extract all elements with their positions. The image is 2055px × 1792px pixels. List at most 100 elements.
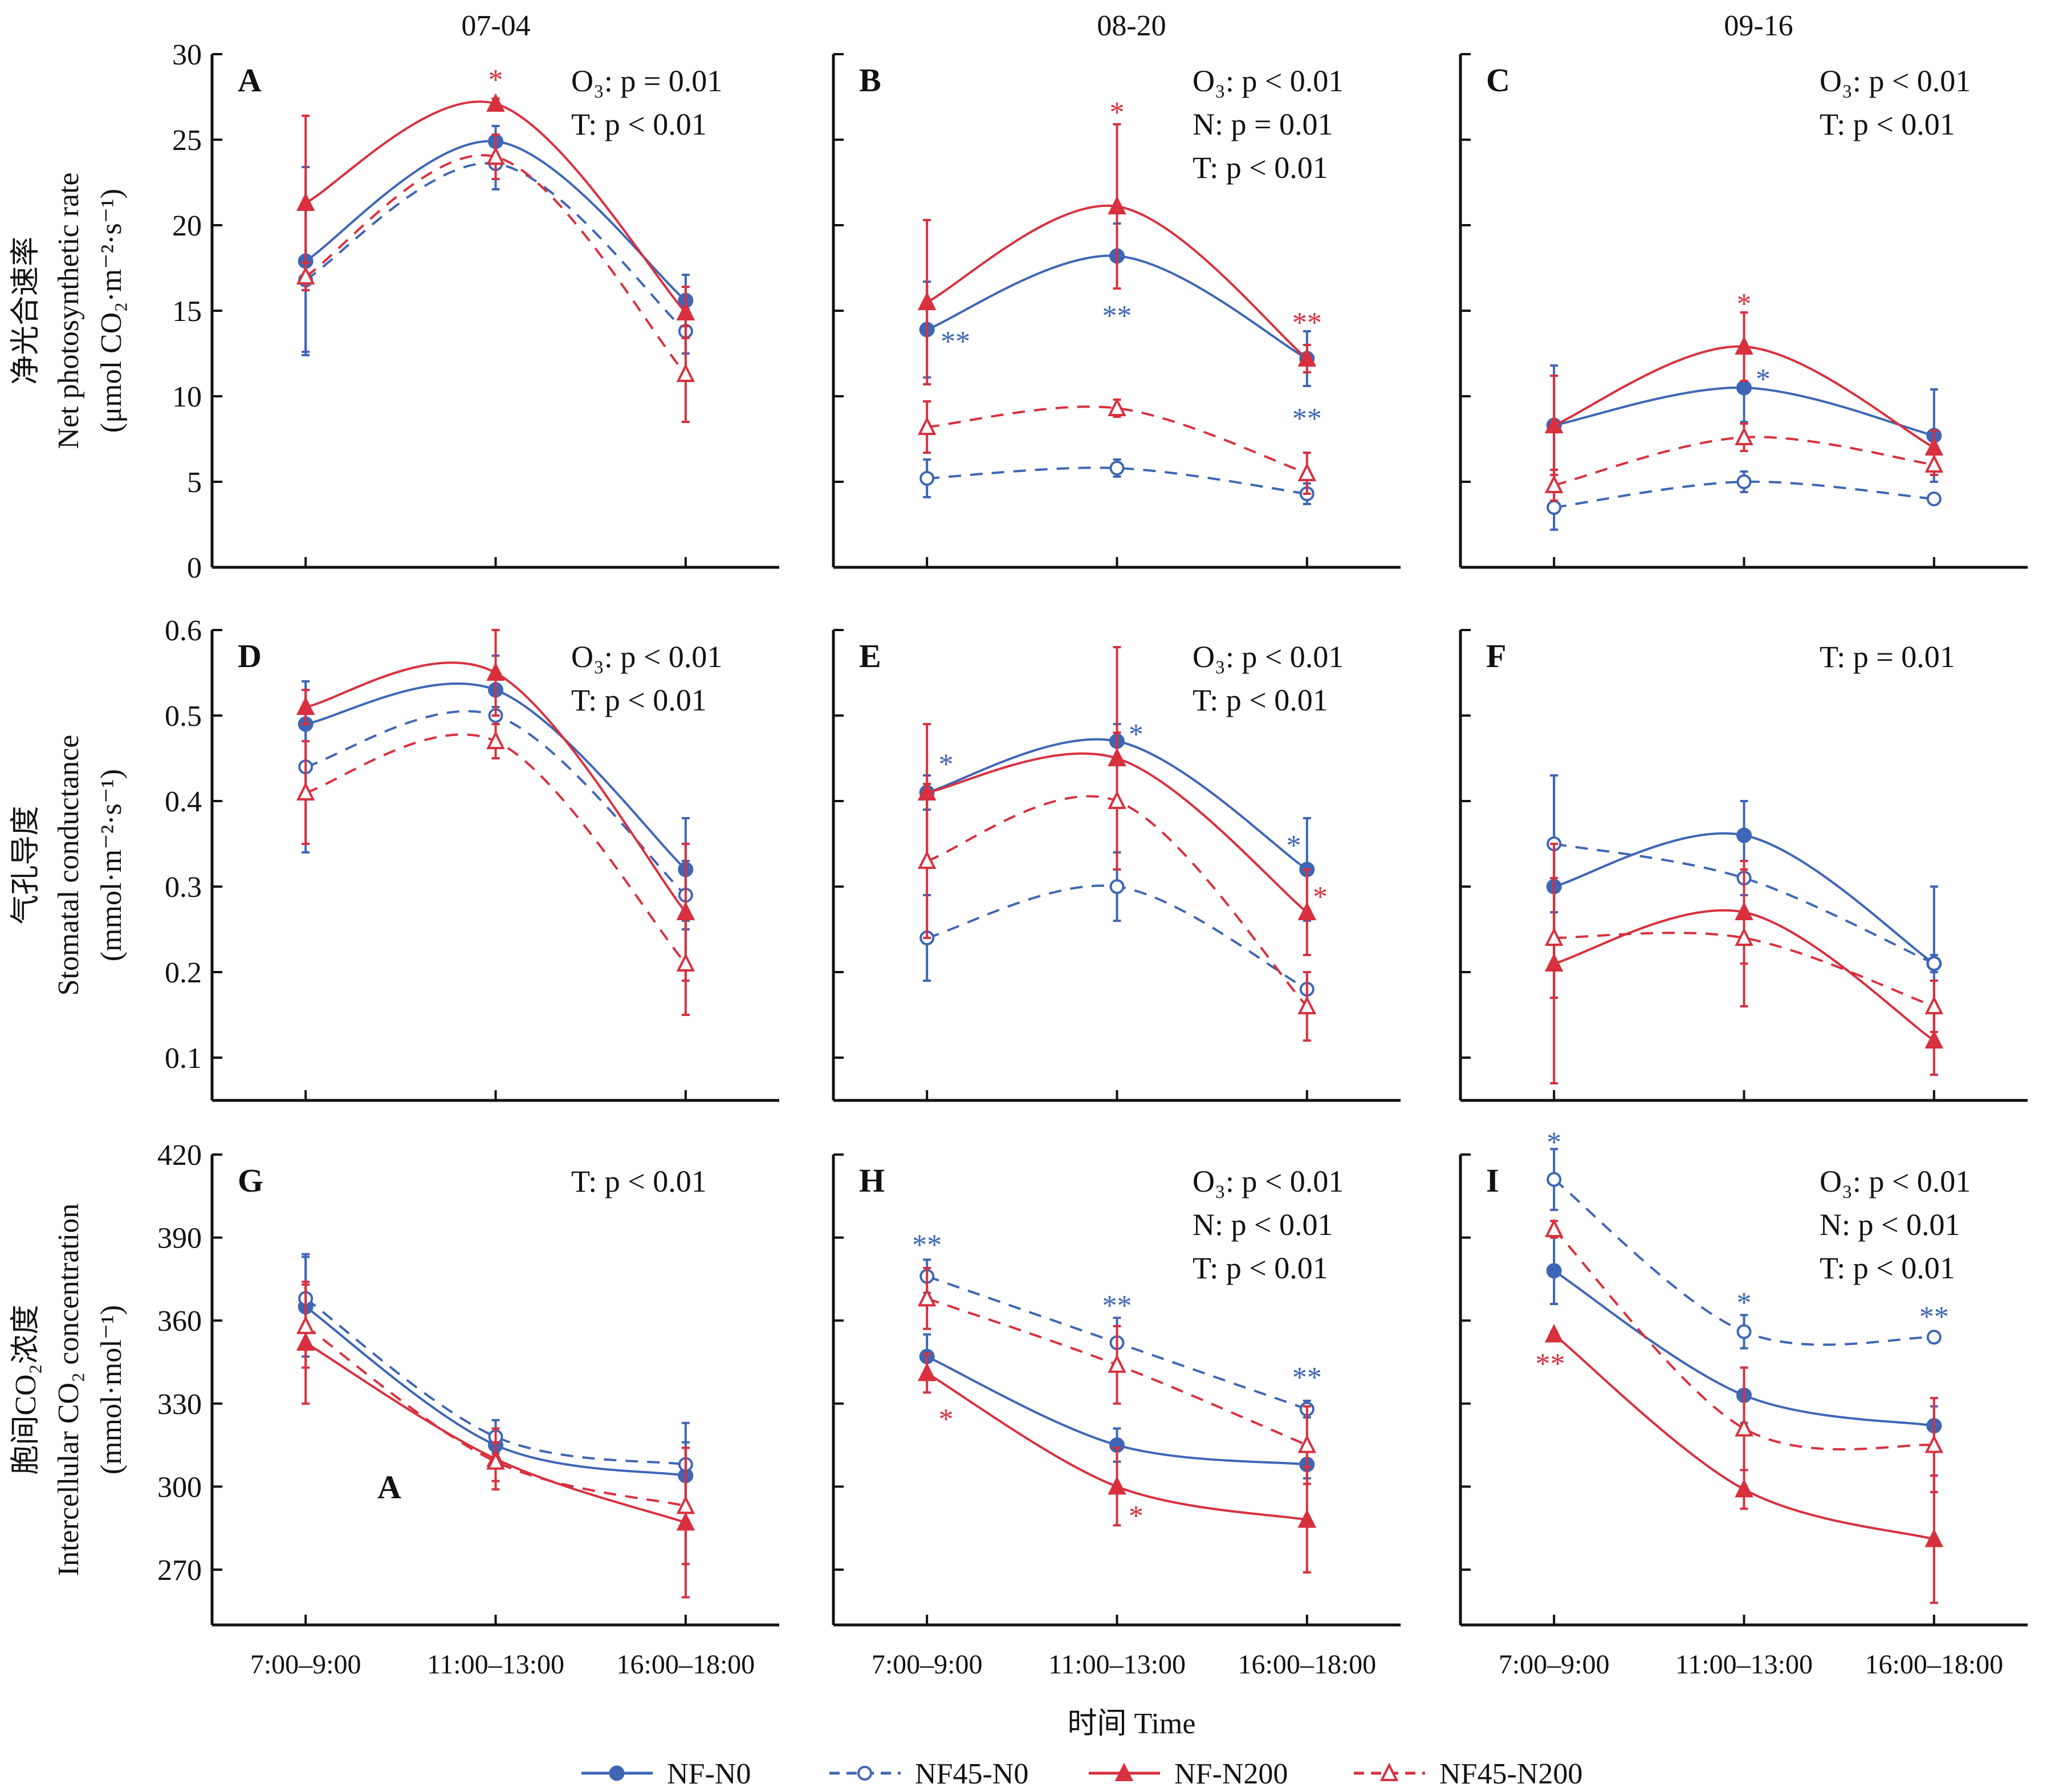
data-point <box>917 850 937 869</box>
y-axis-label: 胞间CO₂浓度 <box>10 1305 42 1474</box>
series-line <box>304 1297 686 1466</box>
data-point <box>1735 927 1753 946</box>
data-point <box>1735 336 1753 355</box>
significance-mark: ** <box>1292 1362 1322 1394</box>
y-axis-label: 气孔导度 <box>10 806 42 924</box>
data-point <box>1924 1030 1944 1049</box>
panel-letter: C <box>1486 62 1510 99</box>
data-point <box>1547 1172 1562 1187</box>
y-tick-label: 30 <box>172 39 202 71</box>
y-tick-label: 20 <box>172 210 202 242</box>
panel-letter: F <box>1486 637 1506 674</box>
y-tick-label: 0.6 <box>165 615 202 647</box>
y-tick-label: 420 <box>157 1139 202 1172</box>
stats-text: T: p < 0.01 <box>1193 683 1328 717</box>
series-line <box>305 1325 686 1507</box>
data-point <box>1297 901 1317 920</box>
data-point <box>1735 426 1753 445</box>
significance-mark: ** <box>1102 1290 1132 1322</box>
significance-mark: * <box>1313 881 1328 913</box>
y-axis-label: 净光合速率 <box>10 237 42 385</box>
data-point <box>1736 474 1752 489</box>
data-point <box>1546 1263 1562 1279</box>
data-point <box>296 192 315 211</box>
series-NF45-N200 <box>917 397 1317 495</box>
panel-letter: I <box>1486 1162 1499 1199</box>
panel-I: 7:00–9:00 11:00–13:00 16:00–18:00 I O₃: p < … <box>1459 1127 2028 1680</box>
data-point <box>1108 196 1126 214</box>
series-line <box>305 733 687 965</box>
data-point <box>1924 1435 1944 1453</box>
legend-marker <box>609 1765 625 1781</box>
stats-text: T: p < 0.01 <box>571 683 707 717</box>
y-axis-label: Intercellular CO₂ concentration <box>52 1204 85 1576</box>
data-point <box>676 363 695 382</box>
data-point <box>1297 1435 1317 1453</box>
data-point <box>1924 437 1944 456</box>
series-NF-N200 <box>296 1281 695 1599</box>
data-point <box>1926 491 1942 506</box>
series-NF45-N200 <box>296 723 695 1016</box>
significance-mark: * <box>1129 1500 1144 1533</box>
series-NF45-N200 <box>917 732 1317 1042</box>
legend-item-NF45-N200: NF45-N200 <box>1354 1758 1582 1790</box>
y-tick-label: 15 <box>172 295 202 328</box>
panel-letter: A <box>238 62 262 99</box>
x-tick-label: 16:00–18:00 <box>1865 1649 2003 1680</box>
data-point <box>1926 1330 1942 1345</box>
y-axis-label: (μmol CO₂·m⁻²·s⁻¹) <box>95 189 128 433</box>
data-point <box>919 471 935 486</box>
significance-mark: * <box>489 64 503 96</box>
y-tick-label: 0.4 <box>165 786 202 818</box>
significance-mark: * <box>1737 288 1752 320</box>
data-point <box>1924 995 1944 1014</box>
y-axis-label: Stomatal conductance <box>52 735 85 996</box>
data-point <box>1736 380 1752 396</box>
legend-item-NF-N200: NF-N200 <box>1089 1758 1288 1790</box>
significance-mark: * <box>1286 830 1301 862</box>
significance-mark: ** <box>1536 1348 1565 1380</box>
data-point <box>486 146 505 165</box>
series-line <box>305 154 687 375</box>
panel-D: 0.1 0.2 0.3 0.4 0.5 0.6 D O₃: p < 0.01 T: p < 0.… <box>165 615 779 1102</box>
series-NF45-N0 <box>919 851 1315 1007</box>
data-point <box>1108 1476 1126 1495</box>
panel-H: 7:00–9:00 11:00–13:00 16:00–18:00 H O₃: p < … <box>832 1153 1401 1680</box>
y-tick-label: 300 <box>157 1471 202 1504</box>
data-point <box>676 1495 695 1514</box>
y-tick-label: 360 <box>157 1305 202 1338</box>
y-axis-label: Net photosynthetic rate <box>52 172 85 449</box>
y-axis-label: (mmol·mol⁻¹) <box>95 1305 128 1474</box>
legend-label: NF45-N200 <box>1439 1758 1582 1790</box>
stats-text: T: p < 0.01 <box>571 107 707 141</box>
x-tick-label: 7:00–9:00 <box>1499 1649 1610 1680</box>
y-tick-label: 10 <box>172 381 202 413</box>
stats-text: N: p < 0.01 <box>1820 1208 1960 1242</box>
series-NF45-N200 <box>917 1266 1317 1485</box>
panels: 0 5 10 15 20 25 30 A O₃: p = 0.01 T: p < 0.01 * B O₃… <box>157 39 2028 1680</box>
panel-E: E O₃: p < 0.01 T: p < 0.01 * * * * <box>832 629 1401 1102</box>
significance-mark: ** <box>1292 403 1322 435</box>
significance-mark: * <box>1129 718 1144 751</box>
data-point <box>486 730 505 749</box>
significance-mark: * <box>1737 1287 1752 1319</box>
y-tick-label: 0.1 <box>165 1042 202 1075</box>
series-NF45-N0 <box>919 458 1315 505</box>
data-point <box>917 1287 937 1307</box>
data-point <box>1547 500 1562 515</box>
series-NF45-N0 <box>1547 470 1942 531</box>
y-axis-label: (mmol·m⁻²·s⁻¹) <box>95 769 128 961</box>
column-title-1: 08-20 <box>1097 10 1166 42</box>
y-tick-label: 5 <box>187 466 202 499</box>
series-NF-N200 <box>296 629 695 982</box>
legend-marker <box>857 1766 872 1781</box>
stats-text: T: p < 0.01 <box>1193 1251 1328 1285</box>
data-point <box>1544 1218 1564 1238</box>
significance-mark: * <box>1110 96 1125 129</box>
panel-letter: D <box>238 637 262 674</box>
legend-marker <box>1380 1762 1399 1781</box>
series-NF45-N0 <box>1547 1148 1942 1350</box>
stats-text: O₃: p < 0.01 <box>1193 64 1344 98</box>
data-point <box>486 1451 505 1470</box>
